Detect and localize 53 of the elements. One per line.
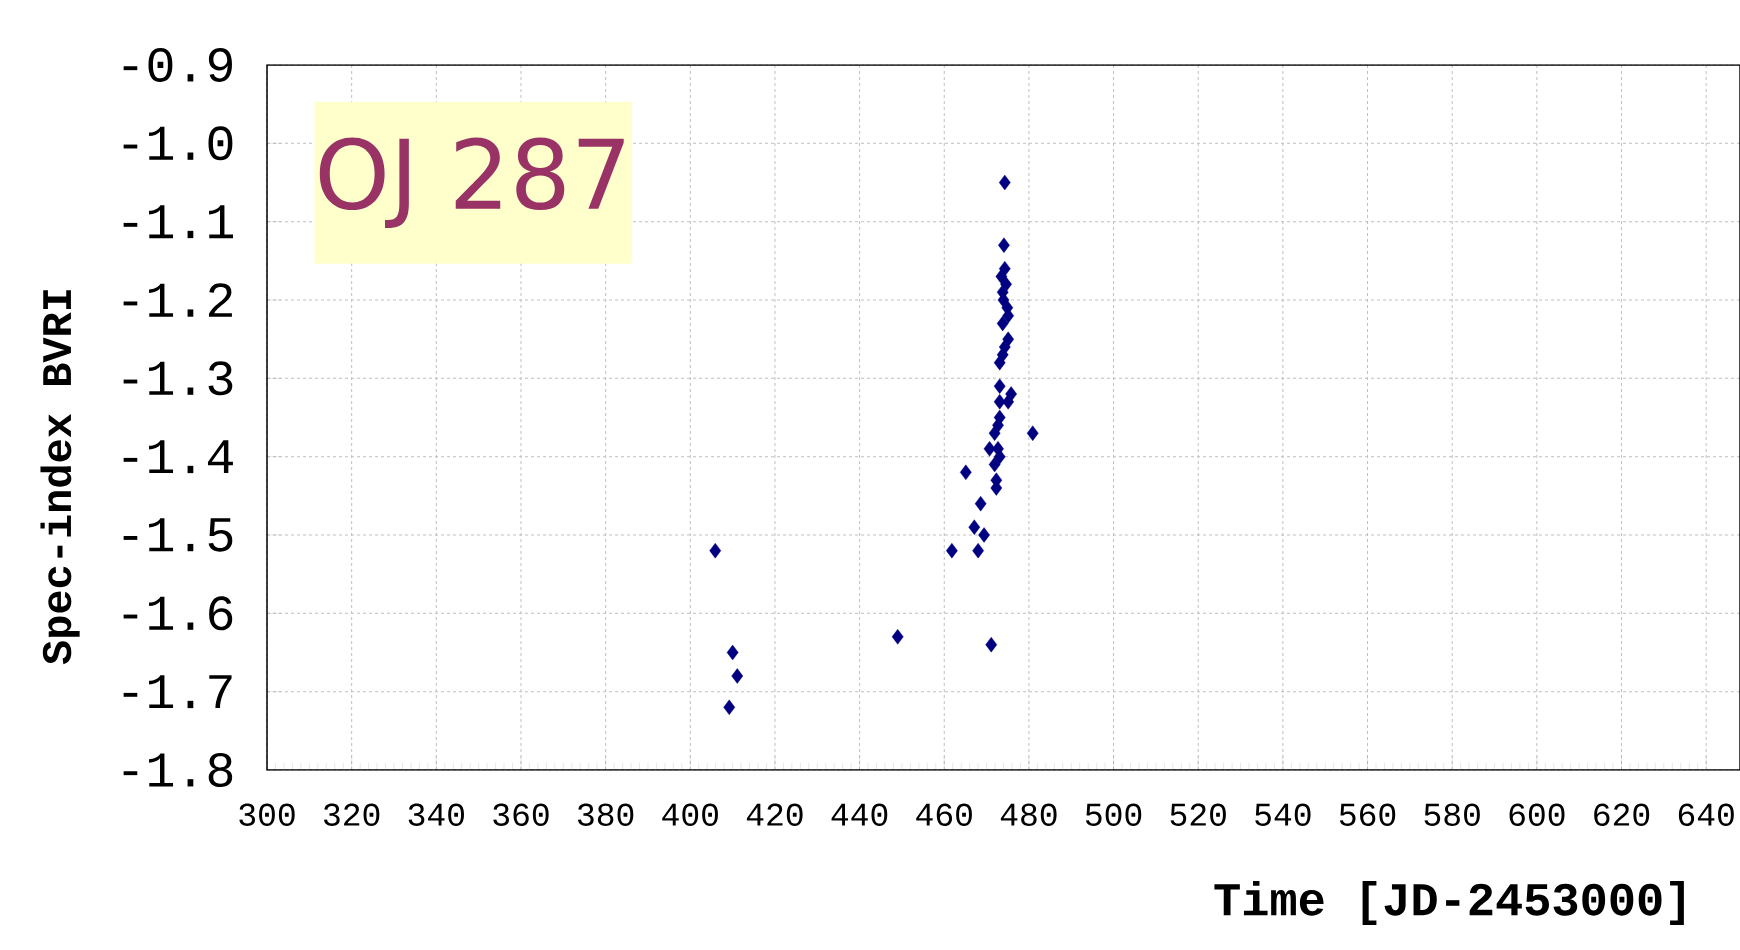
point bbox=[996, 315, 1009, 332]
y-tick-label: -1.3 bbox=[123, 361, 233, 396]
point bbox=[988, 456, 1001, 473]
x-tick-label: 620 bbox=[1594, 803, 1650, 826]
point bbox=[998, 237, 1010, 253]
point bbox=[709, 542, 722, 559]
x-tick-label: 320 bbox=[324, 803, 380, 826]
point bbox=[993, 354, 1006, 371]
annotation: OJ 287 bbox=[319, 137, 624, 228]
y-tick-label: -1.0 bbox=[123, 126, 233, 161]
point bbox=[993, 394, 1006, 410]
point bbox=[723, 699, 736, 716]
y-tick-label: -1.6 bbox=[123, 596, 233, 631]
y-tick-label: -1.1 bbox=[123, 205, 234, 239]
x-tick-label: 420 bbox=[746, 803, 803, 826]
x-tick-label: 400 bbox=[662, 803, 718, 826]
y-tick-label: -1.5 bbox=[123, 518, 233, 552]
y-tick-label: -1.8 bbox=[123, 753, 233, 787]
x-tick-label: 640 bbox=[1678, 803, 1734, 826]
point bbox=[993, 378, 1006, 394]
x-tick-label: 600 bbox=[1509, 803, 1565, 826]
y-tick-label: -1.4 bbox=[123, 440, 233, 474]
x-tick-label: 300 bbox=[239, 803, 295, 826]
point bbox=[985, 636, 998, 653]
x-tick-label: 360 bbox=[493, 803, 549, 826]
x-tick-label: 440 bbox=[831, 803, 888, 826]
x-tick-label: 580 bbox=[1424, 803, 1480, 826]
x-axis-title: Time [JD-2453000] bbox=[1214, 881, 1684, 925]
point bbox=[974, 495, 987, 512]
point bbox=[726, 644, 739, 661]
point bbox=[978, 527, 990, 543]
x-tick-label: 460 bbox=[916, 803, 972, 826]
point bbox=[891, 629, 904, 645]
x-tick-label: 500 bbox=[1085, 803, 1142, 826]
point bbox=[988, 425, 1001, 441]
x-tick-label: 520 bbox=[1170, 803, 1226, 826]
x-tick-label: 540 bbox=[1255, 803, 1311, 826]
point bbox=[946, 542, 958, 559]
point bbox=[960, 464, 972, 481]
point bbox=[983, 441, 996, 457]
y-tick-label: -0.9 bbox=[123, 48, 232, 82]
point bbox=[998, 174, 1011, 191]
y-tick-label: -1.7 bbox=[123, 675, 232, 709]
x-tick-label: 340 bbox=[408, 803, 464, 826]
y-axis-title: Spec-index BVRI bbox=[40, 290, 80, 665]
x-tick-label: 560 bbox=[1339, 803, 1396, 826]
point bbox=[968, 519, 981, 535]
y-tick-label: -1.2 bbox=[123, 283, 232, 317]
point bbox=[1026, 425, 1039, 441]
x-tick-label: 380 bbox=[578, 803, 634, 826]
point bbox=[731, 668, 744, 684]
point bbox=[972, 542, 984, 559]
x-tick-label: 480 bbox=[1000, 803, 1057, 826]
